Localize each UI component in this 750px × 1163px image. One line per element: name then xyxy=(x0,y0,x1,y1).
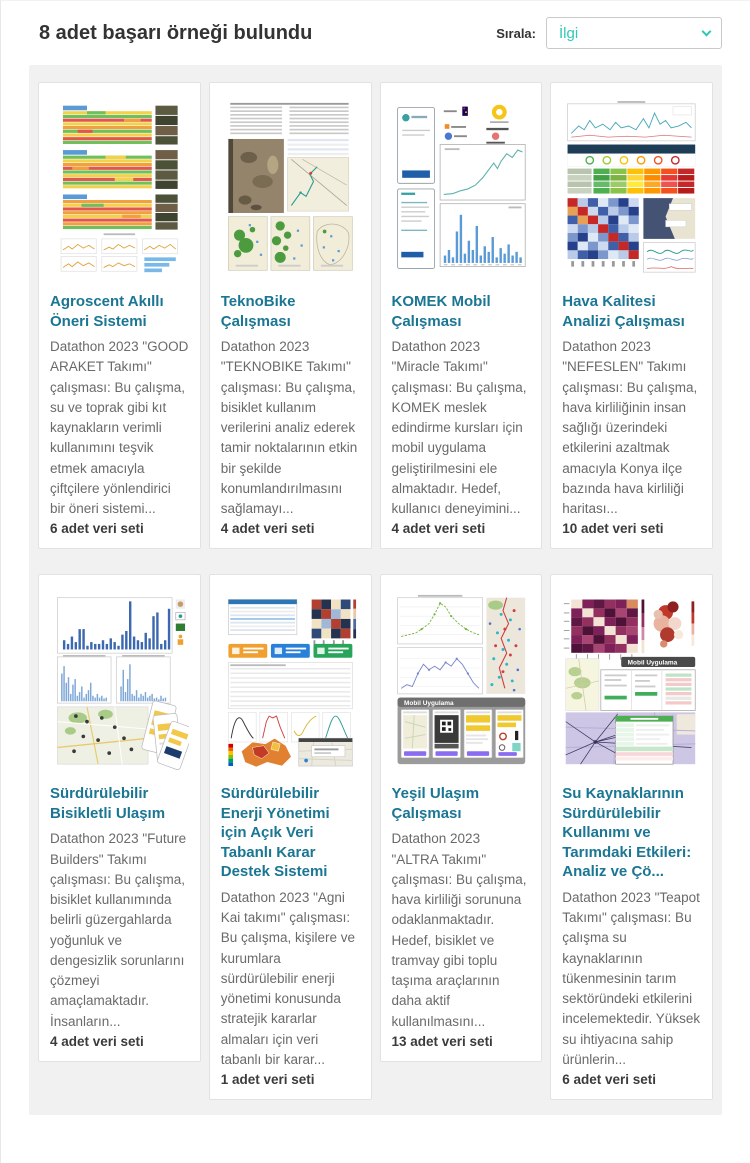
bisikletli-ulasim-thumbnail-image xyxy=(50,592,189,771)
enerji-yonetimi-thumbnail-image xyxy=(220,592,360,769)
card-description: Datathon 2023 "ALTRA Takımı" çalışması: … xyxy=(391,831,527,1029)
thumbnail-mobile-app-label: Mobil Uygulama xyxy=(628,660,678,667)
success-story-card[interactable]: Hava Kalitesi Analizi Çalışması Datathon… xyxy=(550,82,713,550)
agroscent-thumbnail-image xyxy=(50,100,189,276)
card-thumbnail[interactable]: Mobil Uygulama xyxy=(562,585,701,776)
card-thumbnail[interactable] xyxy=(220,93,360,283)
card-dataset-count: 1 adet veri seti xyxy=(220,1072,315,1087)
card-description: Datathon 2023 "Agni Kai takımı" çalışmas… xyxy=(220,889,356,1067)
card-title-link[interactable]: Agroscent Akıllı Öneri Sistemi xyxy=(50,293,164,330)
card-title-link[interactable]: KOMEK Mobil Çalışması xyxy=(391,293,491,330)
card-description: Datathon 2023 "TEKNOBIKE Takımı" çalışma… xyxy=(220,339,358,516)
card-description: Datathon 2023 "Teapot Takımı" çalışması:… xyxy=(562,889,701,1067)
card-thumbnail[interactable] xyxy=(50,93,189,283)
card-description: Datathon 2023 "GOOD ARAKET Takımı" çalış… xyxy=(50,339,189,516)
results-header: 8 adet başarı örneği bulundu Sırala: İlg… xyxy=(1,1,750,65)
thumbnail-mobile-app-label: Mobil Uygulama xyxy=(404,700,454,707)
su-kaynaklari-thumbnail-image: Mobil Uygulama xyxy=(562,592,701,769)
card-title-link[interactable]: TeknoBike Çalışması xyxy=(220,293,296,330)
card-dataset-count: 13 adet veri seti xyxy=(391,1033,493,1049)
success-story-card[interactable]: TeknoBike Çalışması Datathon 2023 "TEKNO… xyxy=(208,82,372,550)
yesil-ulasim-thumbnail-image: Mobil Uygulama xyxy=(391,592,531,769)
sort-select[interactable]: İlgi xyxy=(546,17,722,49)
card-dataset-count: 6 adet veri seti xyxy=(562,1072,657,1087)
card-description: Datathon 2023 "Miracle Takımı" çalışması… xyxy=(391,339,527,516)
card-dataset-count: 4 adet veri seti xyxy=(220,521,315,537)
sort-label: Sırala: xyxy=(496,25,536,41)
success-story-card[interactable]: KOMEK Mobil Çalışması Datathon 2023 "Mir… xyxy=(379,82,543,550)
chevron-down-icon xyxy=(701,26,712,37)
card-title-link[interactable]: Yeşil Ulaşım Çalışması xyxy=(391,785,480,822)
success-story-card[interactable]: Sürdürülebilir Enerji Yönetimi için Açık… xyxy=(208,574,372,1100)
sort-control: Sırala: İlgi xyxy=(496,17,722,49)
results-grid: Agroscent Akıllı Öneri Sistemi Datathon … xyxy=(38,82,713,1100)
card-title-link[interactable]: Sürdürülebilir Enerji Yönetimi için Açık… xyxy=(220,785,330,881)
card-thumbnail[interactable] xyxy=(220,585,360,776)
results-panel: Agroscent Akıllı Öneri Sistemi Datathon … xyxy=(29,65,722,1115)
card-title-link[interactable]: Sürdürülebilir Bisikletli Ulaşım xyxy=(50,785,166,822)
success-story-card[interactable]: Mobil Uygulama xyxy=(550,574,713,1100)
success-story-card[interactable]: Sürdürülebilir Bisikletli Ulaşım Datatho… xyxy=(38,574,201,1062)
card-thumbnail[interactable] xyxy=(391,93,531,283)
card-dataset-count: 4 adet veri seti xyxy=(391,521,486,537)
card-dataset-count: 4 adet veri seti xyxy=(50,1033,144,1049)
card-thumbnail[interactable]: Mobil Uygulama xyxy=(391,585,531,776)
card-dataset-count: 10 adet veri seti xyxy=(562,521,664,537)
card-thumbnail[interactable] xyxy=(562,93,701,283)
card-thumbnail[interactable] xyxy=(50,585,189,776)
success-story-card[interactable]: Agroscent Akıllı Öneri Sistemi Datathon … xyxy=(38,82,201,550)
card-title-link[interactable]: Su Kaynaklarının Sürdürülebilir Kullanım… xyxy=(562,785,692,881)
card-description: Datathon 2023 "Future Builders" Takımı ç… xyxy=(50,831,187,1029)
sort-selected-value: İlgi xyxy=(559,24,579,42)
hava-kalitesi-thumbnail-image xyxy=(562,100,701,276)
card-dataset-count: 6 adet veri seti xyxy=(50,521,144,537)
teknobike-thumbnail-image xyxy=(220,100,360,276)
card-description: Datathon 2023 "NEFESLEN" Takımı çalışmas… xyxy=(562,339,698,516)
card-title-link[interactable]: Hava Kalitesi Analizi Çalışması xyxy=(562,293,685,330)
results-count-title: 8 adet başarı örneği bulundu xyxy=(39,21,313,44)
success-story-card[interactable]: Mobil Uygulama xyxy=(379,574,543,1062)
komek-thumbnail-image xyxy=(391,100,531,276)
